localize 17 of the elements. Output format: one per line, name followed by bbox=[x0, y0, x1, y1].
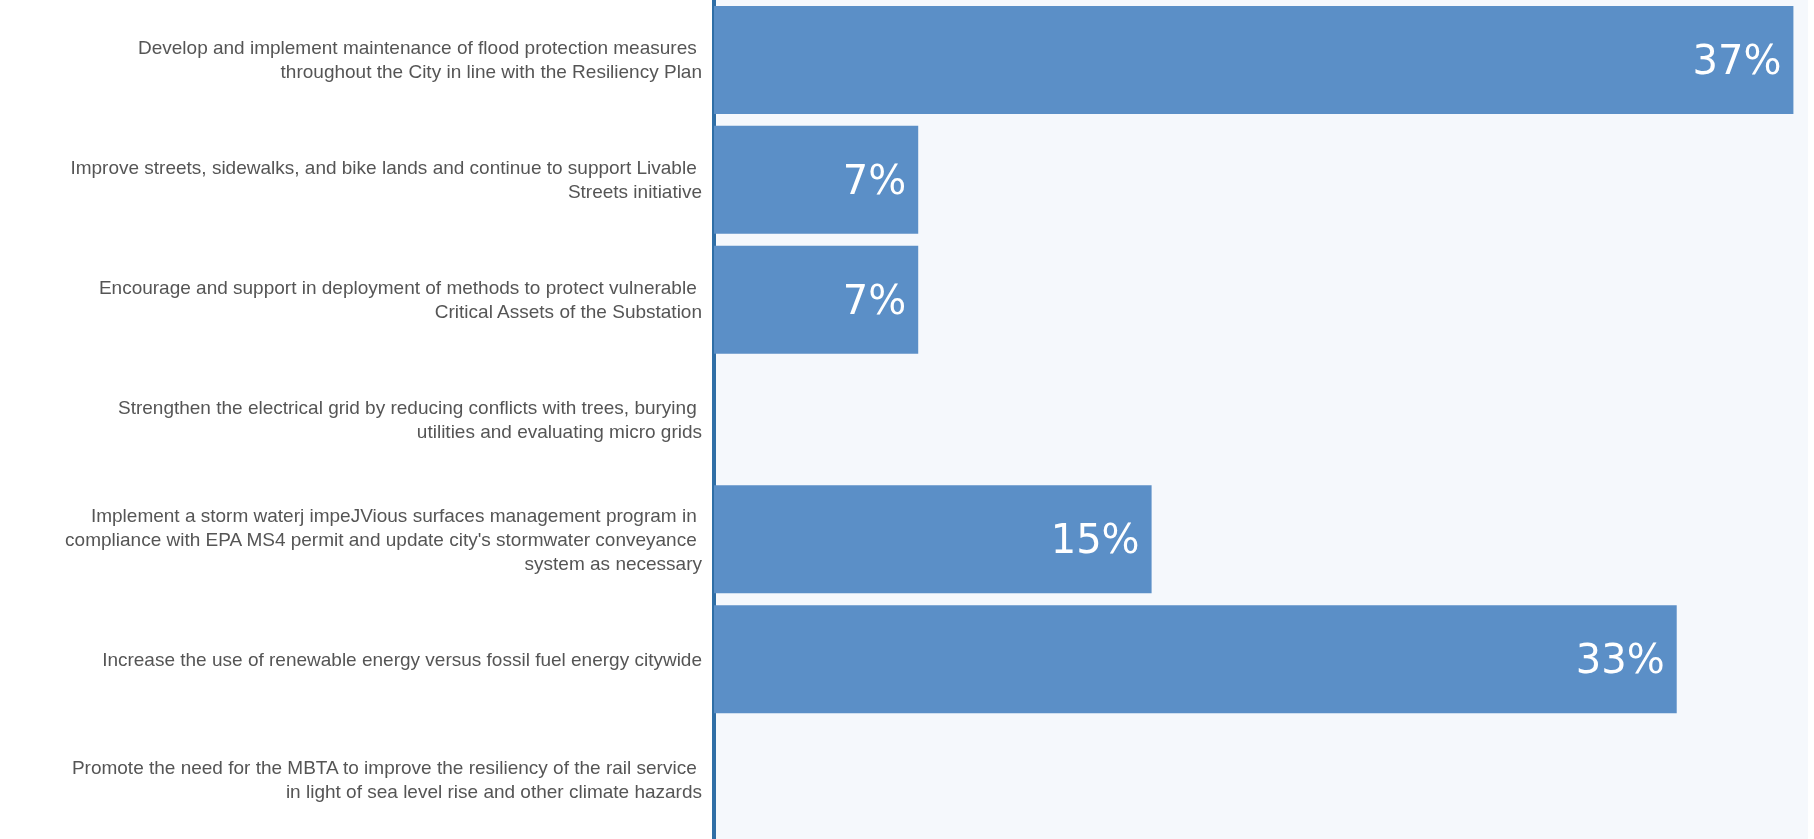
y-tick-label: Develop and implement maintenance of flood protection measures throughout the City in line with the Resiliency Plan bbox=[138, 37, 702, 83]
y-tick-label: Improve streets, sidewalks, and bike lands and continue to support Livable Streets initiative bbox=[70, 157, 702, 203]
data-label: 15% bbox=[1050, 516, 1140, 563]
bar bbox=[714, 245, 919, 354]
data-label: 7% bbox=[842, 156, 907, 203]
data-label: 37% bbox=[1692, 36, 1782, 83]
y-tick-label: Increase the use of renewable energy versus fossil fuel energy citywide bbox=[102, 648, 702, 670]
y-tick-label: Strengthen the electrical grid by reducing conflicts with trees, burying utilities and evaluating micro grids bbox=[117, 397, 702, 442]
data-label: 33% bbox=[1575, 636, 1665, 683]
bar bbox=[714, 605, 1677, 714]
data-label: 7% bbox=[842, 276, 907, 323]
y-tick-label: Promote the need for the MBTA to improve the resiliency of the rail service in light of sea level rise and other climate hazards bbox=[71, 756, 702, 802]
bar bbox=[714, 5, 1794, 114]
bar bbox=[714, 485, 1152, 594]
y-tick-label: Encourage and support in deployment of methods to protect vulnerable Critical Assets of the Substation bbox=[98, 277, 702, 323]
y-tick-label: Implement a storm waterj impeJVious surfaces management program in compliance with EPA MS4 permit and update city's stormwater conveyance system as necessary bbox=[65, 504, 703, 574]
bar bbox=[714, 125, 919, 234]
